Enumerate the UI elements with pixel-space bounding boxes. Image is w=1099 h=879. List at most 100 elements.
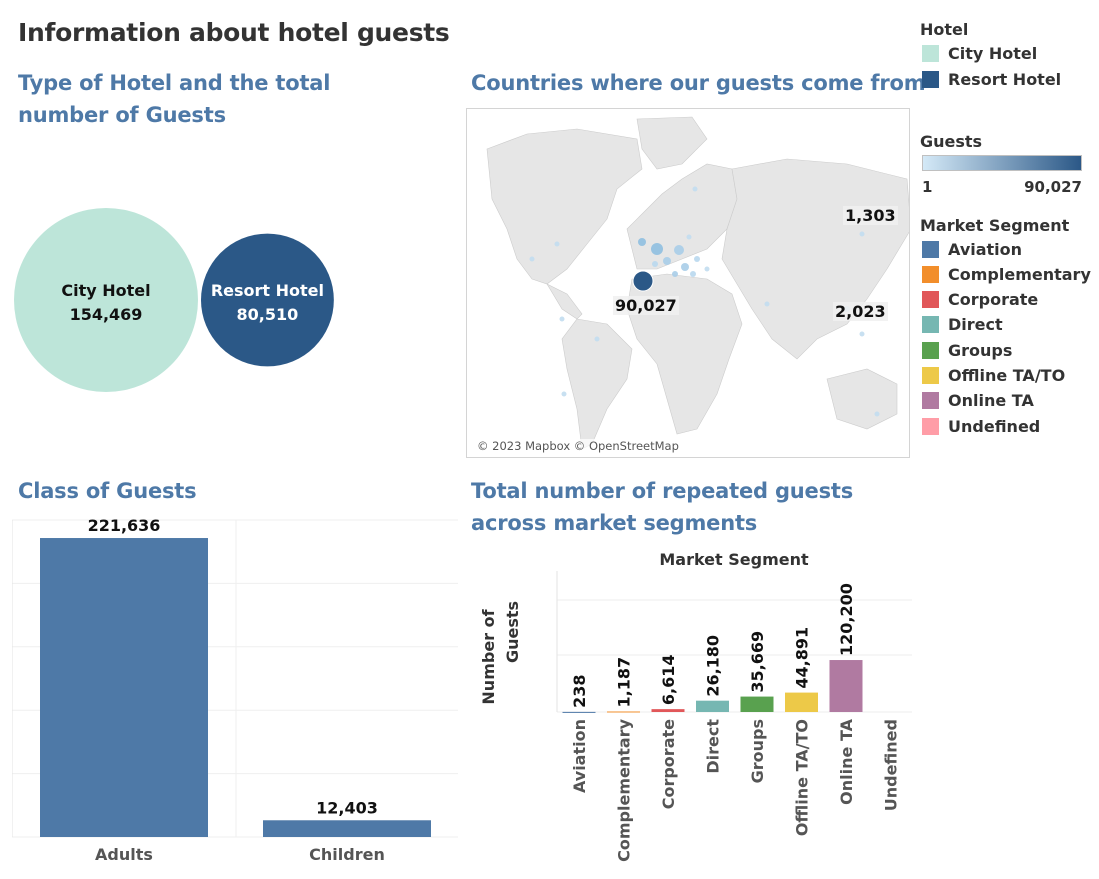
bar-complementary[interactable] [607, 711, 640, 713]
market-legend-item[interactable]: Aviation [922, 239, 1022, 259]
category-label: Undefined [882, 719, 901, 811]
category-label: Groups [748, 719, 767, 783]
legend-swatch [922, 341, 939, 359]
map-point [690, 271, 696, 277]
guests-legend-title: Guests [920, 132, 983, 151]
map-point [559, 316, 565, 322]
hotel-legend-item[interactable]: Resort Hotel [922, 69, 1061, 89]
map-point [561, 391, 567, 397]
category-label: Direct [704, 719, 723, 774]
hotel-bubble-chart: City Hotel 154,469 Resort Hotel 80,510 [14, 208, 334, 392]
category-label: Corporate [659, 719, 678, 809]
map-point [681, 263, 689, 271]
segment-header: Market Segment [659, 550, 809, 569]
bar-offline-ta-to[interactable] [785, 692, 818, 712]
category-label: Children [309, 845, 385, 864]
map-point [529, 256, 535, 262]
category-label: Online TA [837, 718, 856, 804]
map-point [874, 411, 880, 417]
world-map [467, 109, 909, 457]
segment-bar-chart: Market Segment Number of Guests 238 Aviatio… [479, 550, 912, 862]
hotel-legend-item[interactable]: City Hotel [922, 43, 1037, 63]
legend-label: City Hotel [948, 43, 1038, 63]
bubble-value: 80,510 [237, 305, 299, 324]
map-label-china: 2,023 [833, 302, 888, 321]
category-label: Offline TA/TO [793, 719, 812, 836]
bar-value-label: 12,403 [316, 798, 378, 817]
countries-title: Countries where our guests come from [471, 71, 926, 95]
class-title: Class of Guests [18, 479, 197, 503]
map-point [632, 270, 654, 292]
bar-direct[interactable] [696, 700, 729, 712]
bubble-value: 154,469 [70, 305, 143, 324]
legend-label: Undefined [948, 416, 1041, 436]
central-america-shape [546, 283, 583, 320]
legend-label: Resort Hotel [948, 69, 1062, 89]
map-label-russia: 1,303 [843, 206, 898, 225]
bubble-resort-hotel[interactable] [200, 233, 334, 367]
bar-groups[interactable] [740, 696, 774, 712]
legend-label: Corporate [948, 290, 1039, 310]
greenland-shape [636, 116, 708, 170]
map-point [859, 331, 865, 337]
market-legend-item[interactable]: Groups [922, 340, 1012, 360]
market-legend-title: Market Segment [920, 216, 1070, 235]
legend-label: Offline TA/TO [948, 366, 1066, 385]
map-point [674, 245, 684, 255]
bar-online-ta[interactable] [829, 660, 863, 712]
repeated-title: Total number of repeated guests across m… [471, 479, 854, 535]
map-point [704, 266, 710, 272]
legend-swatch [922, 265, 939, 283]
bar-value-label: 44,891 [793, 627, 812, 689]
bar-value-label: 120,200 [837, 583, 856, 656]
legend-swatch [922, 367, 939, 384]
guest-origin-map[interactable]: 90,027 2,023 1,303 © 2023 Mapbox © OpenS… [466, 108, 910, 458]
map-point [652, 261, 658, 267]
map-point [638, 238, 646, 246]
bar-value-label: 35,669 [748, 631, 767, 693]
category-label: Complementary [615, 718, 634, 861]
map-point [859, 231, 865, 237]
bar-value-label: 26,180 [704, 635, 723, 697]
bar-value-label: 238 [570, 674, 589, 707]
north-america-shape [486, 128, 643, 285]
legend-swatch [922, 44, 939, 62]
map-point [663, 257, 671, 265]
y-axis-label: Guests [503, 601, 522, 663]
market-legend-item[interactable]: Direct [922, 315, 1003, 335]
map-attribution[interactable]: © 2023 Mapbox © OpenStreetMap [475, 439, 681, 453]
bar-aviation[interactable] [562, 711, 596, 713]
legend-swatch [922, 392, 939, 410]
legend-label: Groups [948, 340, 1013, 360]
hotel-type-title: Type of Hotel and the total number of Gu… [18, 71, 331, 127]
map-point [686, 234, 692, 240]
map-label-portugal: 90,027 [613, 296, 679, 315]
market-legend-item[interactable]: Undefined [922, 416, 1040, 436]
bar-corporate[interactable] [651, 709, 685, 712]
guests-legend-min: 1 [922, 178, 933, 196]
bubble-city-hotel[interactable] [14, 208, 198, 392]
map-point [672, 271, 678, 277]
legend-swatch [922, 240, 939, 258]
map-point [694, 256, 700, 262]
bar-children[interactable] [263, 820, 431, 837]
market-legend-item[interactable]: Offline TA/TO [922, 366, 1065, 386]
market-legend-item[interactable]: Complementary [922, 264, 1091, 284]
map-point [594, 336, 600, 342]
market-legend-item[interactable]: Online TA [922, 391, 1034, 411]
legend-label: Online TA [948, 391, 1034, 411]
hotel-legend-title: Hotel [920, 20, 969, 39]
guests-legend-max: 90,027 [1024, 178, 1082, 196]
legend-swatch [922, 70, 939, 88]
guests-color-ramp [922, 155, 1082, 171]
bubble-label: Resort Hotel [211, 281, 324, 300]
legend-label: Complementary [948, 264, 1091, 284]
category-label: Aviation [570, 719, 589, 793]
map-point [764, 301, 770, 307]
legend-label: Aviation [948, 239, 1023, 259]
category-label: Adults [95, 845, 153, 864]
market-legend-item[interactable]: Corporate [922, 290, 1038, 310]
bar-adults[interactable] [40, 538, 208, 837]
class-bar-chart: 221,636 Adults 12,403 Children [12, 518, 458, 864]
map-point [554, 241, 560, 247]
